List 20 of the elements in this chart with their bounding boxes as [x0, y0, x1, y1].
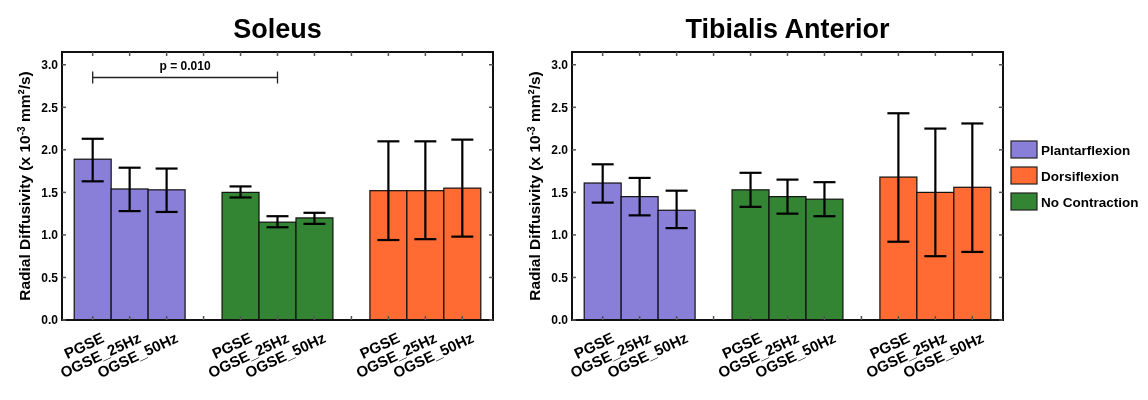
- y-tick-label: 1.5: [551, 185, 569, 200]
- y-tick-label: 0.5: [551, 270, 569, 285]
- chart-title: Soleus: [233, 14, 322, 44]
- y-tick-label: 1.0: [41, 228, 59, 243]
- y-tick-label: 2.5: [41, 100, 59, 115]
- y-tick-label: 2.0: [41, 143, 59, 158]
- y-tick-label: 2.5: [551, 100, 569, 115]
- chart-title: Tibialis Anterior: [685, 14, 891, 44]
- y-tick-label: 3.0: [41, 57, 59, 72]
- legend-label: Plantarflexion: [1041, 142, 1131, 158]
- y-tick-label: 3.0: [551, 57, 569, 72]
- y-tick-label: 0.5: [41, 270, 59, 285]
- annotation: p = 0.010: [159, 58, 211, 73]
- y-tick-label: 2.0: [551, 143, 569, 158]
- y-tick-label: 1.5: [41, 185, 59, 200]
- y-tick-label: 0.0: [551, 313, 569, 328]
- legend-label: No Contraction: [1041, 194, 1139, 210]
- y-tick-label: 0.0: [41, 313, 59, 328]
- legend-label: Dorsiflexion: [1041, 168, 1120, 184]
- y-tick-label: 1.0: [551, 228, 569, 243]
